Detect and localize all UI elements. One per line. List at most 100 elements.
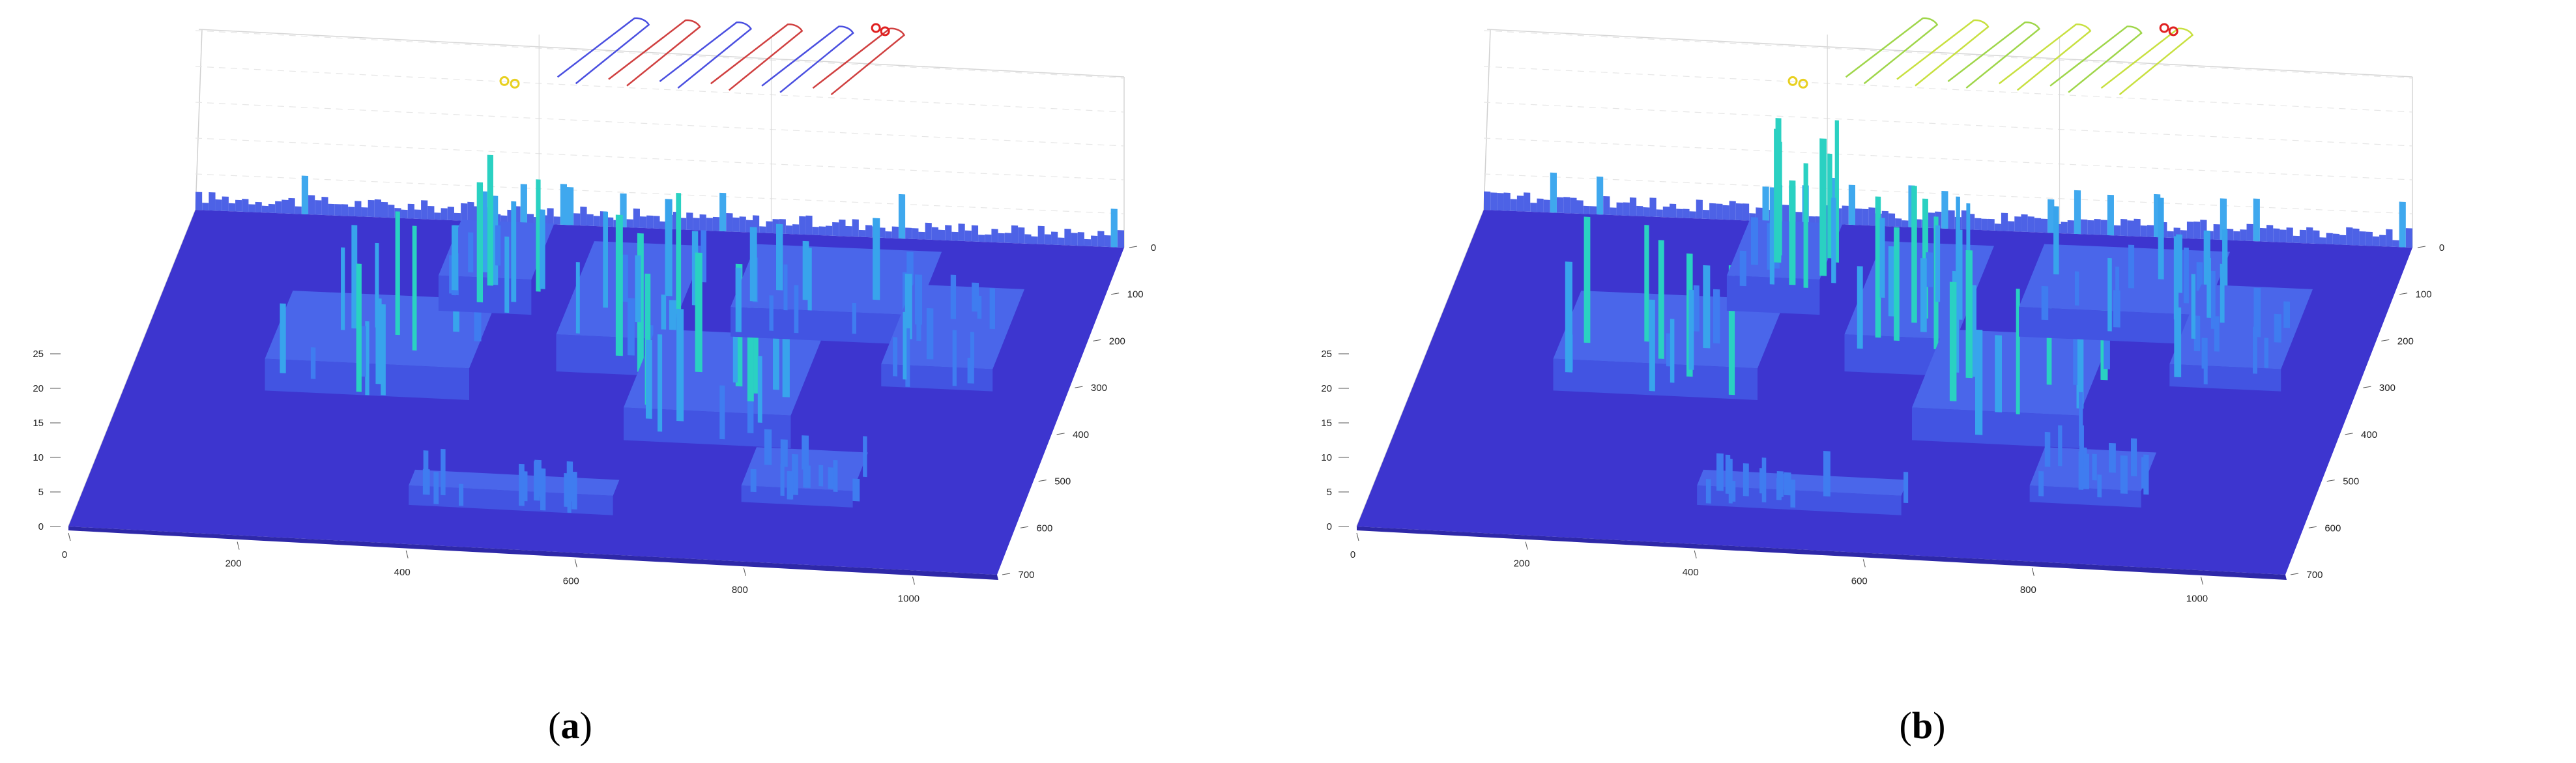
x-tick — [1356, 532, 1359, 541]
tower — [1803, 163, 1808, 288]
x-tick — [68, 532, 71, 541]
tower — [1827, 153, 1832, 259]
tower — [2207, 257, 2211, 318]
skyline-block — [1948, 210, 1955, 229]
tower — [2193, 315, 2201, 352]
buildings — [265, 154, 1024, 515]
skyline-block — [2094, 218, 2101, 235]
skyline-block — [1011, 225, 1019, 244]
tower — [1725, 454, 1731, 495]
x-tick-label: 800 — [732, 584, 748, 596]
path-pass — [2049, 25, 2143, 93]
skyline-block — [1550, 172, 1557, 213]
tower — [504, 237, 510, 313]
skyline-block — [2213, 223, 2220, 240]
skyline-block — [792, 224, 800, 235]
building-face — [731, 307, 917, 345]
skyline-block — [991, 229, 998, 243]
skyline-block — [1649, 197, 1657, 217]
tower — [1949, 281, 1957, 401]
skyline-block — [1583, 205, 1590, 214]
skyline-block — [427, 205, 435, 220]
skyline-block — [2220, 198, 2227, 240]
tower — [495, 225, 501, 266]
building-roof — [624, 329, 823, 416]
y-tick — [2326, 480, 2335, 482]
path-pass — [761, 25, 854, 93]
path-pass — [1998, 23, 2092, 91]
wall-edge-left — [1483, 29, 1491, 210]
tower — [2214, 316, 2220, 352]
path-pass — [659, 22, 753, 89]
skyline-block — [719, 192, 727, 232]
tower — [519, 463, 525, 506]
skyline-block — [958, 223, 965, 242]
end-marker — [880, 26, 890, 36]
tower — [412, 225, 417, 351]
y-tick-label: 400 — [1073, 429, 1089, 440]
skyline-block — [712, 216, 720, 231]
skyline-block — [891, 226, 899, 238]
tower — [2120, 455, 2128, 494]
tower — [783, 264, 788, 311]
building-face — [1553, 358, 1758, 401]
tower — [2274, 313, 2281, 343]
tower — [2044, 431, 2051, 467]
skyline-block — [1656, 209, 1663, 218]
y-tick-label: 700 — [2306, 569, 2323, 581]
skyline-block — [2140, 225, 2147, 237]
tower — [2210, 270, 2216, 329]
skyline-block — [1018, 227, 1025, 244]
y-tick-label: 600 — [2324, 523, 2341, 534]
skyline-block — [235, 199, 242, 212]
tower — [572, 471, 577, 510]
tower — [645, 339, 652, 419]
skyline-block — [1570, 197, 1577, 214]
skyline-block — [832, 222, 839, 237]
tower — [360, 326, 366, 377]
tower — [1975, 329, 1983, 435]
skyline-block — [1795, 212, 1802, 223]
skyline-block — [301, 175, 309, 215]
x-tick-label: 400 — [394, 567, 411, 578]
tower — [769, 295, 774, 331]
y-tick-label: 500 — [1054, 476, 1071, 487]
tower — [1759, 468, 1765, 494]
skyline-block — [2167, 231, 2174, 238]
skyline-block — [1543, 199, 1550, 213]
tower — [794, 285, 799, 334]
skyline-block — [1643, 207, 1650, 217]
tower — [476, 182, 484, 303]
skyline-block — [1530, 203, 1537, 212]
end-marker — [2168, 26, 2178, 36]
skyline-block — [414, 209, 422, 220]
skyline-block — [1868, 207, 1875, 226]
skyline-block — [1524, 192, 1531, 212]
z-tick-label: 0 — [38, 521, 44, 532]
skyline-block — [1484, 191, 1491, 210]
x-tick-label: 400 — [1683, 567, 1699, 578]
skyline-block — [2074, 190, 2081, 235]
tower — [2143, 454, 2149, 495]
y-tick-label: 300 — [1091, 382, 1107, 394]
y-tick — [2363, 386, 2371, 388]
skyline-block — [805, 215, 813, 235]
panel-b: 0 200 400 600 800 1000 0 100 200 300 400 500 600 700 0… — [1288, 0, 2576, 763]
start-marker — [510, 78, 520, 89]
skyline-block — [1862, 209, 1869, 226]
skyline-block — [202, 203, 209, 210]
skyline-block — [2319, 237, 2326, 244]
skyline-block — [2332, 233, 2340, 245]
tower — [1670, 319, 1675, 383]
skyline-block — [1662, 206, 1670, 218]
skyline-block — [1510, 199, 1517, 212]
grid-line — [195, 137, 1125, 180]
skyline-block — [1516, 195, 1524, 212]
tower — [2109, 442, 2116, 473]
skyline-block — [1808, 216, 1816, 223]
tower — [926, 308, 934, 360]
z-tick-label: 25 — [1321, 349, 1332, 360]
skyline-block — [2233, 231, 2240, 241]
skyline-block — [931, 227, 938, 240]
y-tick — [1129, 246, 1138, 248]
